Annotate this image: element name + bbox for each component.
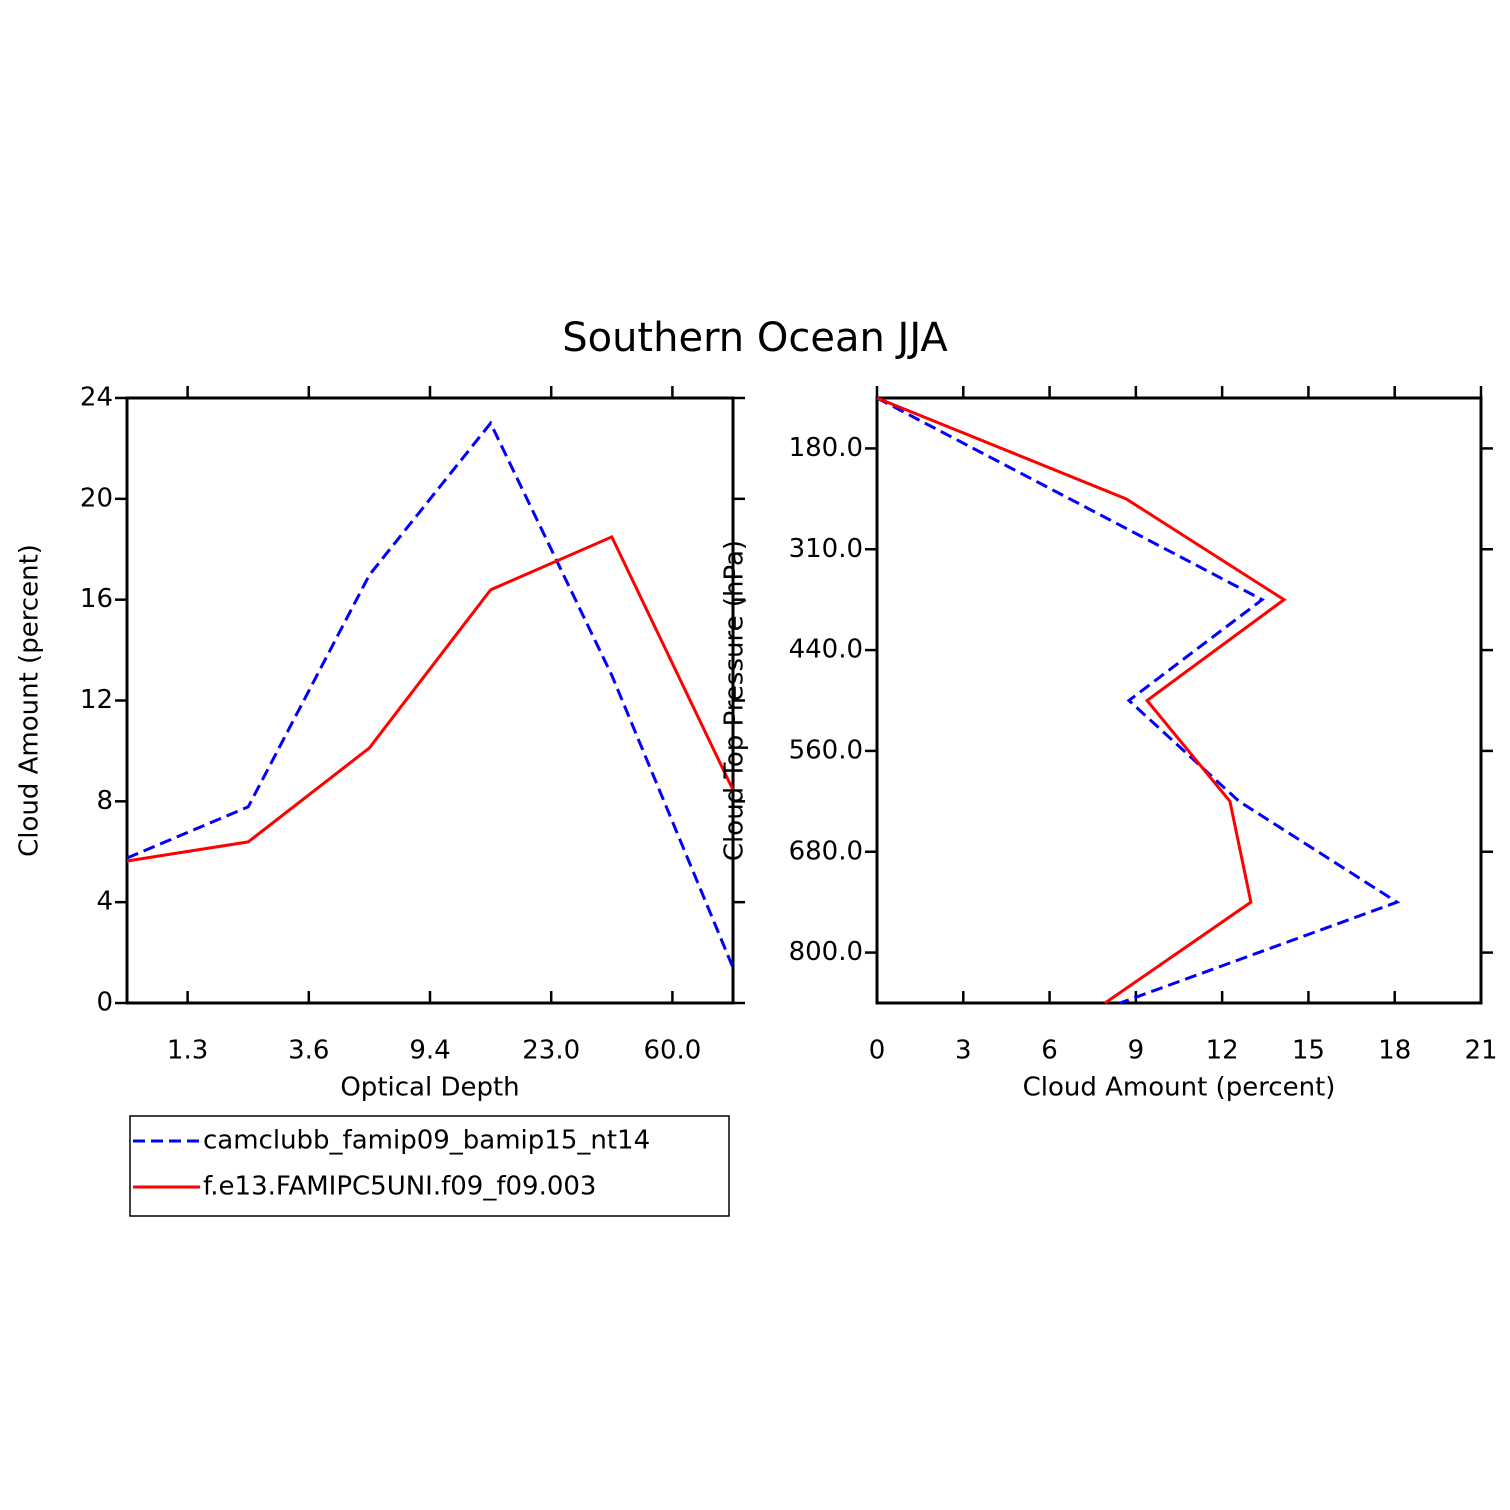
x-axis-title: Cloud Amount (percent) (1023, 1073, 1336, 1103)
x-axis-title: Optical Depth (340, 1073, 519, 1103)
x-tick-label: 9.4 (409, 1036, 450, 1066)
y-tick-label: 680.0 (789, 836, 863, 866)
y-tick-label: 12 (80, 685, 113, 715)
plot-frame (125, 396, 735, 1005)
x-tick-label: 60.0 (643, 1036, 701, 1066)
y-tick-label: 310.0 (789, 534, 863, 564)
x-tick-label: 6 (1041, 1036, 1058, 1066)
x-tick-label: 23.0 (522, 1036, 580, 1066)
legend-label: camclubb_famip09_bamip15_nt14 (203, 1126, 650, 1156)
x-tick-label: 1.3 (167, 1036, 208, 1066)
x-tick-label: 3.6 (288, 1036, 329, 1066)
y-tick-label: 440.0 (789, 635, 863, 665)
y-tick-label: 24 (80, 383, 113, 413)
x-tick-label: 9 (1128, 1036, 1145, 1066)
y-tick-label: 800.0 (789, 937, 863, 967)
x-tick-label: 15 (1292, 1036, 1325, 1066)
series-line (876, 396, 1287, 1005)
y-tick-label: 4 (96, 887, 113, 917)
legend-label: f.e13.FAMIPC5UNI.f09_f09.003 (203, 1172, 596, 1202)
chart-title: Southern Ocean JJA (562, 315, 948, 361)
y-tick-label: 8 (96, 786, 113, 816)
x-tick-label: 0 (869, 1036, 886, 1066)
y-tick-label: 20 (80, 483, 113, 513)
x-tick-label: 21 (1464, 1036, 1497, 1066)
y-tick-label: 180.0 (789, 433, 863, 463)
y-axis-title: Cloud Amount (percent) (15, 544, 45, 857)
x-tick-label: 18 (1378, 1036, 1411, 1066)
y-tick-label: 0 (96, 988, 113, 1018)
plot-frame (875, 396, 1483, 1005)
y-tick-label: 560.0 (789, 735, 863, 765)
x-tick-label: 3 (955, 1036, 972, 1066)
series-line (876, 396, 1401, 1005)
y-axis-title: Cloud Top Pressure (hPa) (720, 540, 750, 861)
series-line (126, 420, 735, 969)
y-tick-label: 16 (80, 584, 113, 614)
series-line (126, 534, 735, 863)
x-tick-label: 12 (1206, 1036, 1239, 1066)
legend-box (129, 1115, 730, 1217)
